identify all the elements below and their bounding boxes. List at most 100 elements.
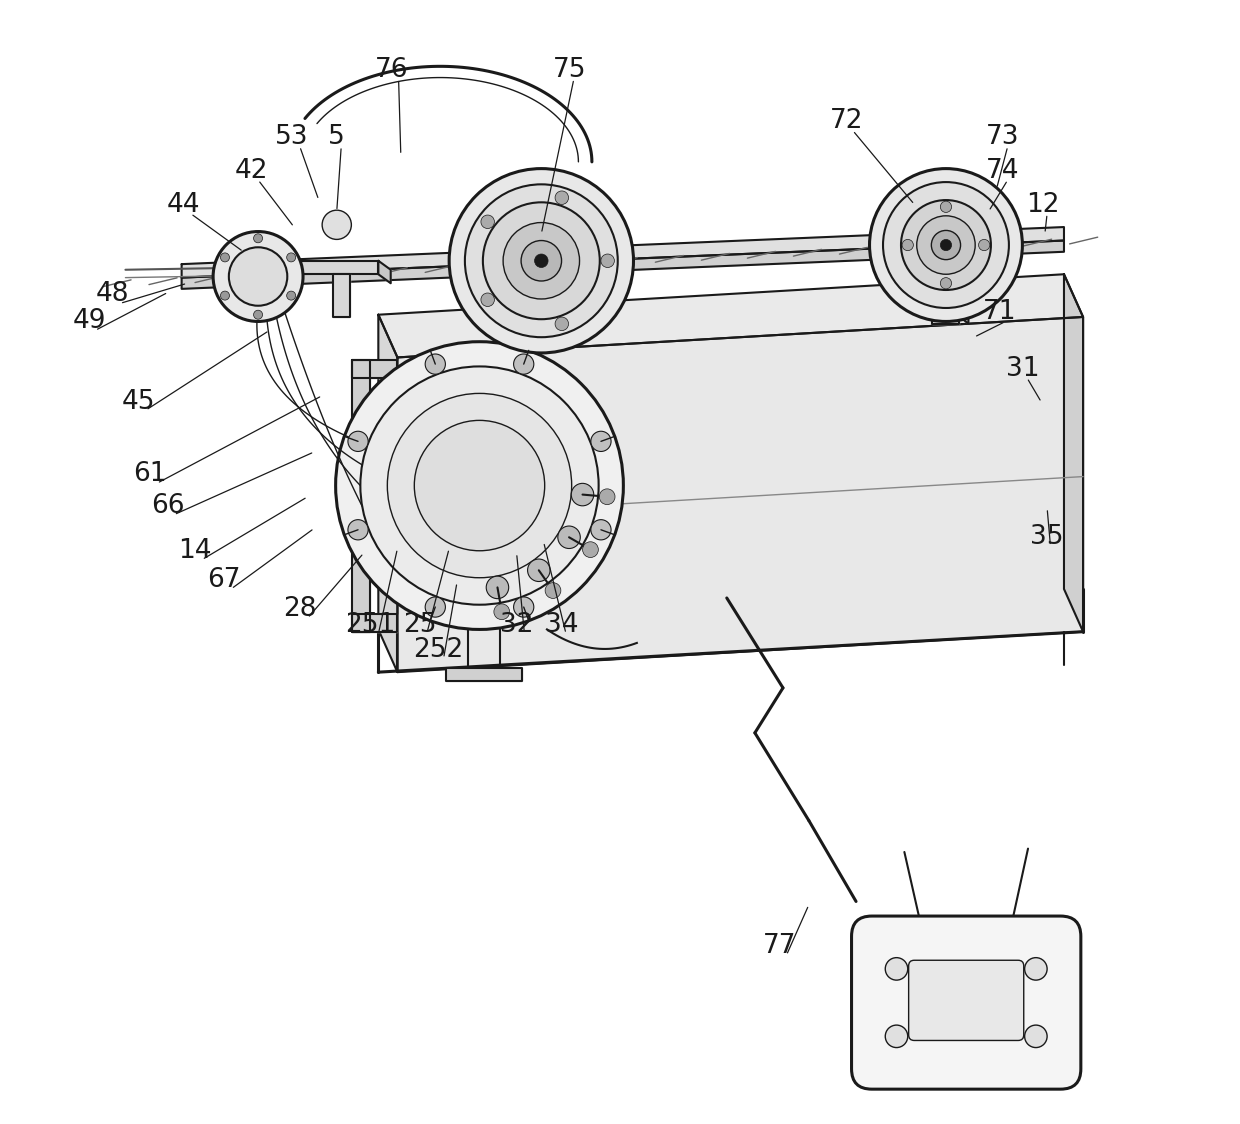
Circle shape xyxy=(387,393,572,578)
Circle shape xyxy=(414,420,544,551)
Text: 34: 34 xyxy=(544,611,578,638)
Text: 67: 67 xyxy=(207,566,241,593)
Circle shape xyxy=(558,526,580,549)
Circle shape xyxy=(348,432,368,452)
Circle shape xyxy=(348,519,368,540)
Text: 252: 252 xyxy=(413,636,463,663)
Circle shape xyxy=(213,232,303,321)
Text: 28: 28 xyxy=(283,596,316,623)
Circle shape xyxy=(1024,1025,1047,1048)
Text: 66: 66 xyxy=(151,492,185,519)
Text: 71: 71 xyxy=(983,299,1017,326)
Polygon shape xyxy=(334,274,350,317)
Polygon shape xyxy=(957,283,968,324)
Circle shape xyxy=(583,542,599,558)
Circle shape xyxy=(513,597,534,617)
Polygon shape xyxy=(935,283,957,315)
Polygon shape xyxy=(181,241,1064,289)
Text: 61: 61 xyxy=(134,461,167,488)
Circle shape xyxy=(1024,958,1047,980)
Circle shape xyxy=(534,254,548,268)
Circle shape xyxy=(449,169,634,353)
Polygon shape xyxy=(507,281,578,303)
Circle shape xyxy=(425,597,445,617)
Circle shape xyxy=(513,354,534,374)
Text: 49: 49 xyxy=(73,308,107,335)
Polygon shape xyxy=(1064,274,1083,632)
Circle shape xyxy=(527,559,551,581)
Text: 12: 12 xyxy=(1025,191,1059,218)
Text: 72: 72 xyxy=(831,108,864,135)
Circle shape xyxy=(481,215,495,228)
FancyBboxPatch shape xyxy=(909,960,1024,1041)
Text: 5: 5 xyxy=(329,124,345,151)
FancyBboxPatch shape xyxy=(852,916,1081,1089)
Circle shape xyxy=(425,354,445,374)
Circle shape xyxy=(885,1025,908,1048)
Circle shape xyxy=(556,317,569,330)
Circle shape xyxy=(412,417,428,433)
Circle shape xyxy=(229,247,288,306)
Text: 251: 251 xyxy=(346,611,396,638)
Circle shape xyxy=(481,293,495,307)
Polygon shape xyxy=(378,274,1083,357)
Circle shape xyxy=(590,519,611,540)
Polygon shape xyxy=(378,261,391,283)
Polygon shape xyxy=(352,614,398,632)
Circle shape xyxy=(482,202,600,319)
Circle shape xyxy=(883,182,1009,308)
Circle shape xyxy=(322,210,351,239)
Circle shape xyxy=(916,216,975,274)
Circle shape xyxy=(503,223,579,299)
Polygon shape xyxy=(378,315,398,672)
Circle shape xyxy=(486,577,508,599)
Circle shape xyxy=(978,239,990,251)
Circle shape xyxy=(412,451,428,466)
Circle shape xyxy=(253,310,263,319)
Text: 35: 35 xyxy=(1030,524,1064,551)
Circle shape xyxy=(940,239,951,251)
Text: 77: 77 xyxy=(763,933,796,960)
Circle shape xyxy=(556,191,569,205)
Text: 48: 48 xyxy=(95,281,129,308)
Circle shape xyxy=(869,169,1023,321)
Circle shape xyxy=(572,483,594,506)
Polygon shape xyxy=(352,360,371,632)
Text: 42: 42 xyxy=(234,157,268,184)
Circle shape xyxy=(590,432,611,452)
Circle shape xyxy=(465,184,618,337)
Circle shape xyxy=(221,291,229,300)
Polygon shape xyxy=(914,265,977,283)
Circle shape xyxy=(221,253,229,262)
Circle shape xyxy=(940,278,951,289)
Circle shape xyxy=(494,604,510,619)
Circle shape xyxy=(286,291,295,300)
Text: 75: 75 xyxy=(553,56,587,83)
Circle shape xyxy=(361,366,599,605)
Polygon shape xyxy=(578,281,589,317)
Circle shape xyxy=(885,958,908,980)
Circle shape xyxy=(286,253,295,262)
Circle shape xyxy=(546,582,560,598)
Text: 31: 31 xyxy=(1006,355,1039,382)
Circle shape xyxy=(903,239,914,251)
Polygon shape xyxy=(352,360,398,378)
Text: 73: 73 xyxy=(986,124,1019,151)
Text: 53: 53 xyxy=(275,124,309,151)
Polygon shape xyxy=(258,261,378,274)
Polygon shape xyxy=(398,317,1083,672)
Text: 25: 25 xyxy=(403,611,436,638)
Polygon shape xyxy=(181,227,1064,278)
Text: 14: 14 xyxy=(179,537,212,564)
Circle shape xyxy=(601,254,614,268)
Text: 32: 32 xyxy=(500,611,533,638)
Circle shape xyxy=(521,241,562,281)
Polygon shape xyxy=(932,315,960,324)
Circle shape xyxy=(940,201,951,212)
Text: 76: 76 xyxy=(374,56,408,83)
Text: 74: 74 xyxy=(986,157,1019,184)
Circle shape xyxy=(253,234,263,243)
Text: 44: 44 xyxy=(167,191,201,218)
Circle shape xyxy=(599,489,615,505)
Polygon shape xyxy=(446,668,522,681)
